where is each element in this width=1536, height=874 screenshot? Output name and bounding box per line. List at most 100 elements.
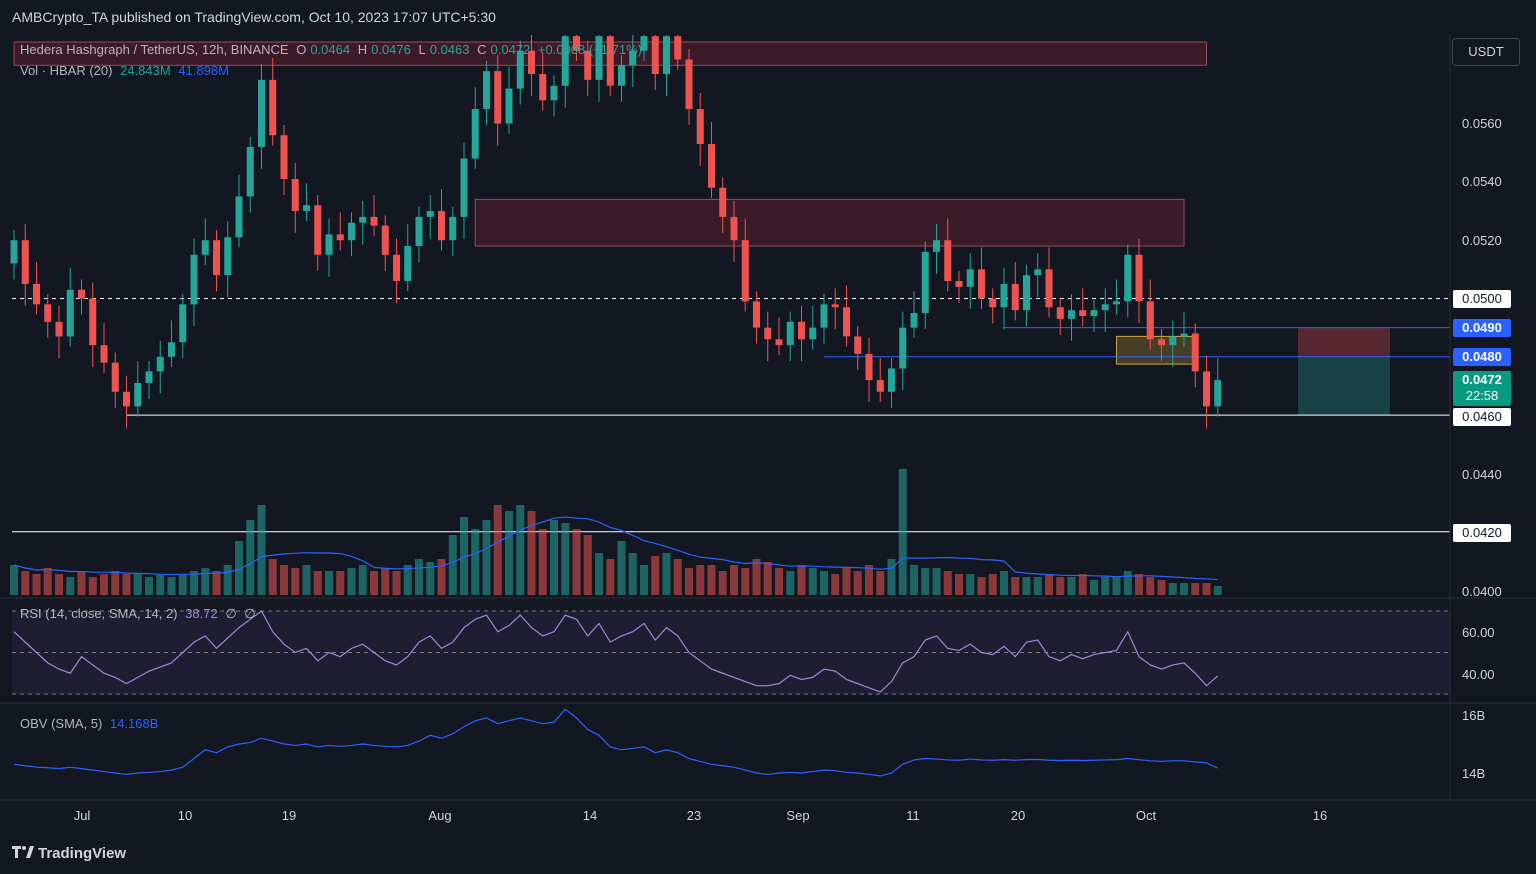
candle-body: [606, 36, 614, 86]
volume-bar: [66, 577, 75, 595]
date-tick: Aug: [428, 808, 452, 823]
candle-body: [1034, 269, 1042, 276]
volume-bar: [201, 568, 210, 595]
candle-body: [66, 289, 74, 337]
candle-body: [651, 36, 659, 75]
candle-body: [1135, 254, 1143, 302]
volume-bar: [291, 568, 300, 595]
volume-bar: [235, 541, 243, 595]
candle-body: [764, 327, 772, 340]
volume-bar: [460, 517, 468, 595]
candle-body: [168, 342, 175, 357]
rsi-value: 38.72: [185, 606, 218, 621]
candle-body: [325, 234, 333, 255]
volume-bar: [1180, 583, 1188, 595]
volume-bar: [752, 559, 761, 595]
low-label: L: [418, 42, 426, 57]
candle-body: [1214, 380, 1222, 407]
volume-bar: [932, 568, 941, 595]
volume-bar: [831, 574, 840, 595]
date-tick: Sep: [786, 808, 810, 823]
candle-body: [1146, 301, 1154, 340]
level-tag-0490: 0.0490: [1453, 319, 1511, 337]
candle-body: [224, 237, 232, 276]
candle-body: [921, 251, 929, 314]
volume-bar: [786, 571, 795, 595]
tradingview-logo-icon: [12, 845, 34, 862]
price-tick: 0.0400: [1462, 584, 1502, 599]
volume-bar: [122, 574, 131, 595]
candle-body: [348, 222, 355, 241]
price-tick: 0.0520: [1462, 233, 1502, 248]
candle-body: [1023, 275, 1030, 311]
volume-bar: [505, 511, 513, 595]
volume-bar: [910, 565, 918, 595]
volume-bar: [77, 571, 86, 595]
bar-countdown: 22:58: [1465, 388, 1499, 403]
candle-body: [1056, 307, 1064, 319]
volume-label: Vol · HBAR (20): [20, 63, 113, 78]
volume-bar: [1135, 574, 1143, 595]
volume-bar: [246, 520, 255, 595]
obv-label: OBV (SMA, 5): [20, 716, 103, 731]
obv-tick: 14B: [1462, 766, 1486, 781]
volume-bar: [797, 565, 806, 595]
volume-bar: [707, 565, 716, 595]
candle-body: [966, 269, 974, 287]
candle-body: [584, 50, 592, 80]
candle-body: [415, 216, 423, 247]
change-value: +0.0008 (+1.71%): [537, 42, 642, 57]
rsi-band: [12, 611, 1450, 694]
volume-bar: [898, 469, 907, 595]
date-tick: 19: [281, 808, 297, 823]
volume-bar: [325, 571, 333, 595]
candle-body: [280, 135, 288, 179]
candle-body: [483, 71, 490, 110]
volume-ma-value: 41.898M: [178, 63, 229, 78]
volume-bar: [21, 571, 30, 595]
candle-body: [741, 240, 749, 302]
tradingview-logo[interactable]: TradingView: [12, 845, 126, 862]
volume-bar: [268, 559, 277, 595]
candle-body: [820, 304, 828, 328]
volume-bar: [561, 523, 570, 595]
low-value: 0.0463: [429, 42, 470, 57]
candle-body: [888, 368, 895, 392]
obv-tick: 16B: [1462, 708, 1486, 723]
candle-body: [730, 216, 738, 241]
candle-body: [21, 240, 29, 284]
volume-bar: [516, 505, 525, 595]
volume-bar: [628, 553, 637, 595]
date-tick: 20: [1010, 808, 1026, 823]
high-value: 0.0476: [371, 42, 411, 57]
candle-body: [190, 254, 198, 305]
candle-body: [854, 336, 862, 354]
open-label: O: [296, 42, 307, 57]
date-tick: Oct: [1135, 808, 1157, 823]
candle-body: [933, 240, 940, 252]
volume-bar: [178, 574, 187, 595]
date-tick: Jul: [73, 808, 91, 823]
candle-body: [1045, 269, 1053, 308]
volume-bar: [392, 571, 401, 595]
candle-body: [618, 65, 625, 86]
volume-bar: [1045, 574, 1053, 595]
volume-bar: [1011, 577, 1020, 595]
candle-body: [561, 36, 569, 86]
volume-bar: [32, 574, 41, 595]
currency-button[interactable]: USDT: [1452, 38, 1520, 66]
volume-bar: [1056, 577, 1065, 595]
candle-body: [640, 36, 648, 51]
candle-body: [989, 298, 997, 308]
candle-body: [1124, 254, 1132, 302]
candle-body: [708, 144, 715, 188]
volume-bar: [448, 535, 457, 595]
candle-body: [809, 327, 817, 340]
levels-layer: [12, 298, 1450, 533]
candle-body: [381, 225, 389, 255]
candle-body: [1191, 333, 1199, 372]
candle-body: [843, 307, 850, 337]
volume-bar: [966, 574, 975, 595]
candle-body: [955, 281, 963, 287]
